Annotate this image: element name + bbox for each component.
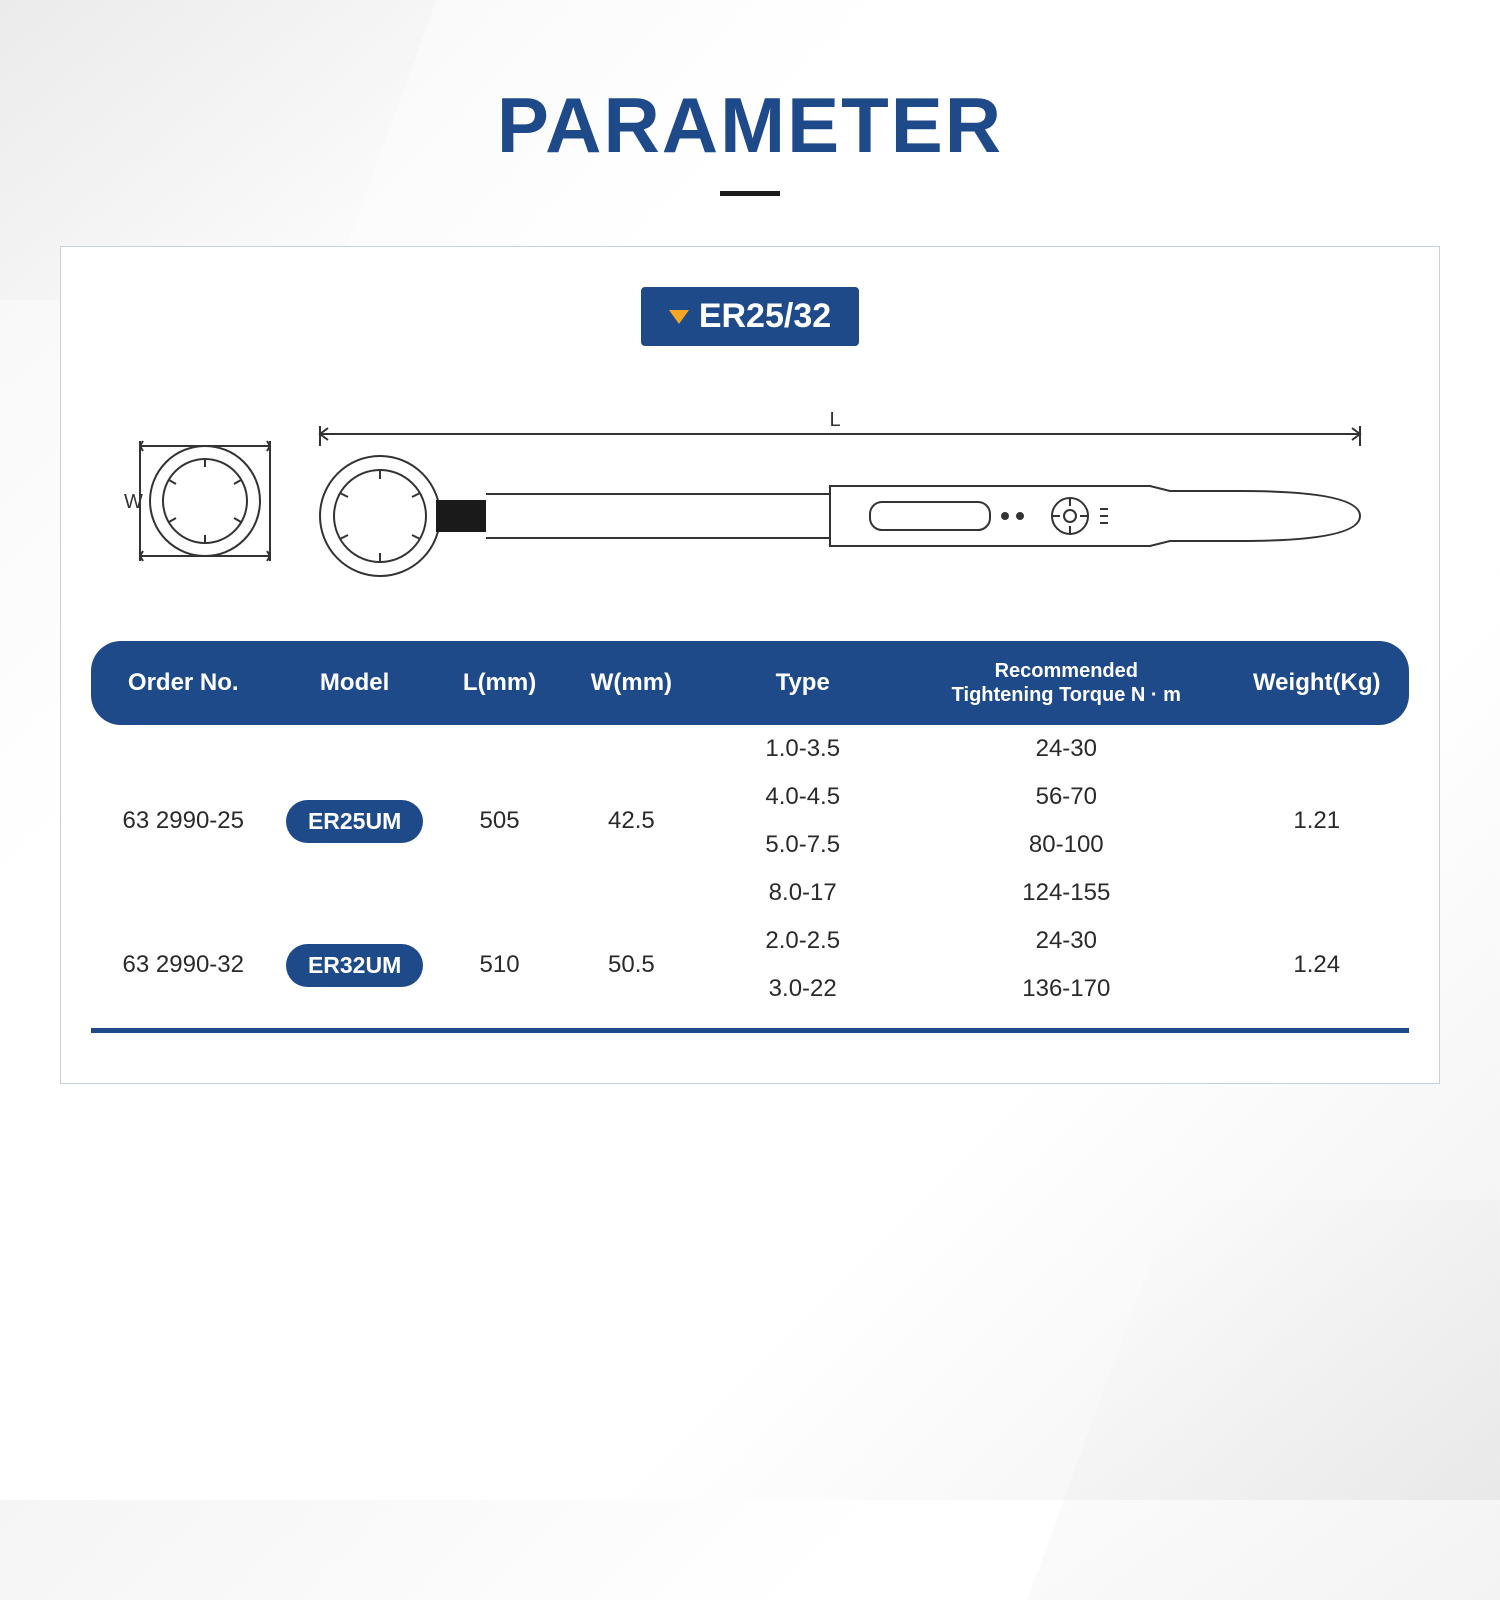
badge-text: ER25/32 <box>699 297 831 336</box>
cell-torque: 124-155 <box>908 869 1224 917</box>
cell-type: 3.0-22 <box>697 965 908 1013</box>
cell-l: 505 <box>434 725 566 917</box>
title-underline <box>720 191 780 196</box>
cell-l: 510 <box>434 917 566 1013</box>
table-header-cell: W(mm) <box>565 641 697 725</box>
cell-torque: 24-30 <box>908 917 1224 965</box>
table-header-cell: Weight(Kg) <box>1224 641 1409 725</box>
table-header-cell: Model <box>276 641 434 725</box>
table-row: 63 2990-32ER32UM51050.52.0-2.524-301.24 <box>91 917 1409 965</box>
cell-torque: 56-70 <box>908 773 1224 821</box>
parameter-table: Order No.ModelL(mm)W(mm)TypeRecommendedT… <box>91 641 1409 1013</box>
model-pill: ER25UM <box>286 800 423 843</box>
model-pill: ER32UM <box>286 944 423 987</box>
cell-torque: 80-100 <box>908 821 1224 869</box>
cell-torque: 24-30 <box>908 725 1224 773</box>
svg-text:L: L <box>829 409 840 431</box>
page-title: PARAMETER <box>60 80 1440 171</box>
table-header-cell: RecommendedTightening Torque N · m <box>908 641 1224 725</box>
svg-text:W: W <box>124 491 143 513</box>
table-header-cell: Order No. <box>91 641 276 725</box>
table-row: 63 2990-25ER25UM50542.51.0-3.524-301.21 <box>91 725 1409 773</box>
table-header-cell: Type <box>697 641 908 725</box>
cell-type: 8.0-17 <box>697 869 908 917</box>
cell-w: 50.5 <box>565 917 697 1013</box>
cell-type: 4.0-4.5 <box>697 773 908 821</box>
cell-torque: 136-170 <box>908 965 1224 1013</box>
cell-type: 2.0-2.5 <box>697 917 908 965</box>
cell-weight: 1.21 <box>1224 725 1409 917</box>
cell-order_no: 63 2990-25 <box>91 725 276 917</box>
cell-model: ER25UM <box>276 725 434 917</box>
cell-model: ER32UM <box>276 917 434 1013</box>
cell-order_no: 63 2990-32 <box>91 917 276 1013</box>
table-header-cell: L(mm) <box>434 641 566 725</box>
chevron-down-icon <box>669 310 689 324</box>
cell-w: 42.5 <box>565 725 697 917</box>
cell-type: 1.0-3.5 <box>697 725 908 773</box>
model-badge: ER25/32 <box>641 287 859 346</box>
table-bottom-rule <box>91 1028 1409 1033</box>
cell-weight: 1.24 <box>1224 917 1409 1013</box>
table-header-row: Order No.ModelL(mm)W(mm)TypeRecommendedT… <box>91 641 1409 725</box>
cell-type: 5.0-7.5 <box>697 821 908 869</box>
wrench-diagram: W <box>91 396 1409 611</box>
parameter-panel: ER25/32 W <box>60 246 1440 1084</box>
